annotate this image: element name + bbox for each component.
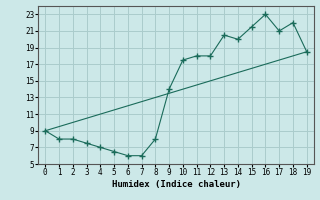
- X-axis label: Humidex (Indice chaleur): Humidex (Indice chaleur): [111, 180, 241, 189]
